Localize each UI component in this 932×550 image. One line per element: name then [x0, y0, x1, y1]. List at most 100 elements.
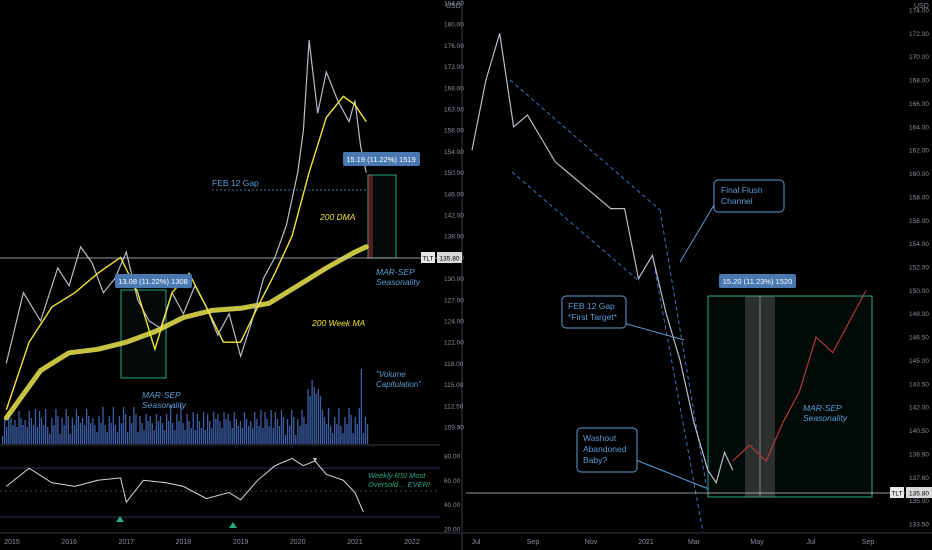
left-y-tick: 163.00 [444, 107, 464, 114]
volume-bar [166, 414, 168, 444]
right-y-tick: 166.00 [909, 101, 929, 108]
volume-bar [133, 407, 135, 444]
volume-bar [282, 417, 285, 444]
left-x-tick: 2015 [4, 539, 20, 546]
rsi-y-tick: 60.00 [444, 478, 461, 485]
volume-bar [330, 426, 332, 444]
left-y-tick: 115.00 [444, 382, 464, 389]
left-y-tick: 146.00 [444, 191, 464, 198]
volume-bar [129, 416, 131, 444]
washout-callout: Washout Abandoned Baby? [576, 427, 707, 489]
volume-bar [334, 417, 336, 444]
measure-box-1-label: 13.08 (11.22%) 1308 [118, 277, 188, 286]
volume-bar [243, 412, 246, 444]
left-y-tick: 138.00 [444, 234, 464, 241]
right-y-tick: 150.00 [909, 288, 929, 295]
volume-bar [145, 414, 147, 444]
volume-bar [350, 415, 352, 444]
left-price-line [5, 40, 367, 364]
flush-channel-upper [659, 209, 708, 491]
volume-bar [202, 412, 205, 444]
rsi-line [5, 457, 364, 513]
left-y-tick: 127.00 [444, 297, 464, 304]
rsi-y-tick: 40.00 [444, 502, 461, 509]
right-y-axis: 133.50 135.00 137.60 138.90 140.50 142.00 143.… [909, 8, 929, 529]
projection-line [732, 290, 867, 463]
volume-bar [327, 408, 330, 444]
volume-bar [100, 423, 102, 444]
left-y-axis: 109.90 112.50 115.00 118.00 121.00 124.00 127.… [444, 1, 464, 432]
right-x-tick: Jul [472, 539, 481, 546]
right-y-tick: 145.00 [909, 358, 929, 365]
volume-bar [118, 416, 121, 444]
volume-bar [49, 434, 51, 444]
volume-bar [96, 432, 98, 444]
right-x-tick: Sep [527, 539, 540, 546]
left-symbol-tag: TLT [422, 256, 433, 263]
volume-bar [4, 420, 6, 444]
volume-bar [32, 425, 35, 444]
left-y-tick: 109.90 [444, 425, 464, 432]
volume-bar [75, 409, 78, 444]
volume-bar [18, 411, 20, 444]
volume-bar [12, 425, 14, 444]
volume-bar [88, 416, 90, 444]
volume-bar [159, 416, 162, 444]
volume-bar [131, 423, 133, 444]
volume-bar [168, 421, 170, 444]
volume-bar [24, 420, 26, 444]
right-y-tick: 148.00 [909, 311, 929, 318]
volume-bar [266, 419, 268, 444]
rsi-low-marker-2 [229, 522, 237, 528]
left-x-tick: 2020 [290, 539, 306, 546]
volume-bar [260, 410, 262, 444]
left-x-tick: 2017 [119, 539, 135, 546]
rsi-grid [0, 467, 440, 518]
measure-box-3-label-bg [719, 274, 796, 288]
right-chart-panel: USD 133.50 135.00 137.60 138.90 140.50 142.00… [0, 3, 932, 546]
right-y-tick: 143.50 [909, 381, 929, 388]
volume-bar [38, 411, 41, 444]
feb12-line2: *First Target* [568, 312, 618, 322]
seasonality-1-line2: Seasonality [142, 400, 187, 410]
volume-bar [20, 418, 22, 444]
volume-bar [98, 416, 100, 444]
volume-bar [229, 421, 231, 444]
volume-bar [227, 414, 229, 444]
volume-bar [125, 414, 127, 444]
volume-bar [90, 423, 92, 444]
volume-bar [245, 419, 248, 444]
volume-bar [321, 410, 324, 444]
volume-bar [86, 409, 88, 444]
volume-bar [184, 430, 186, 444]
left-x-tick: 2018 [176, 539, 192, 546]
washout-line1: Washout [583, 433, 617, 443]
volume-bar [163, 430, 166, 444]
volume-bar [291, 410, 293, 444]
volume-bar [307, 389, 309, 444]
final-flush-line2: Channel [721, 196, 753, 206]
volume-bar [157, 421, 160, 444]
volume-bar [55, 409, 57, 444]
volume-bar [8, 411, 10, 444]
right-price-line [471, 33, 734, 485]
volume-bar [63, 425, 65, 444]
volume-bar [180, 405, 182, 444]
volume-bar [239, 421, 242, 444]
right-y-tick: 170.00 [909, 54, 929, 61]
volume-bar [102, 407, 104, 444]
left-price-tag-bg [437, 252, 462, 263]
volume-bar [358, 408, 360, 444]
right-y-tick: 146.50 [909, 335, 929, 342]
left-x-tick: 2019 [233, 539, 249, 546]
rsi-annotation-line2: Oversold… EVER! [368, 480, 431, 489]
seasonality-2-line2: Seasonality [376, 277, 421, 287]
volume-bar [65, 409, 67, 444]
right-x-tick: Jul [807, 539, 816, 546]
volume-bar [194, 430, 196, 444]
volume-bar [92, 418, 94, 444]
volume-bar [293, 417, 295, 444]
volume-bar [276, 419, 278, 444]
volume-bar [170, 405, 172, 444]
volume-capitulation-line1: "Volume [376, 370, 406, 379]
